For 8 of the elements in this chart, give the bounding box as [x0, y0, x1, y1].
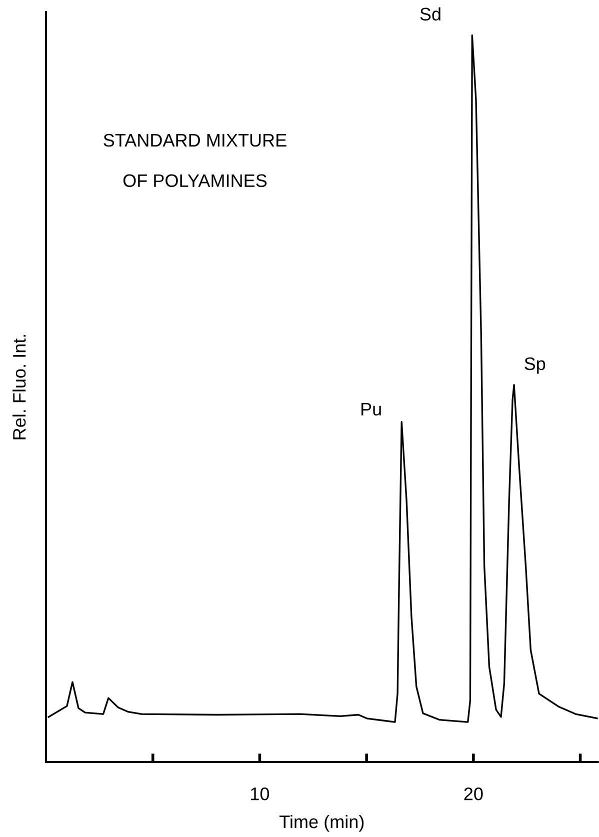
x-axis-title: Time (min) [280, 814, 364, 832]
annotation: Sp [524, 357, 546, 374]
annotation: Sd [420, 7, 440, 21]
x-tick-label: 10 [251, 787, 270, 800]
y-axis-title: Rel. Fluo. Int. [12, 334, 26, 440]
x-tick-label: 20 [464, 787, 483, 800]
chart-title: STANDARD MIXTURE OF POLYAMINES [104, 134, 286, 188]
annotation: Pu [362, 402, 381, 416]
